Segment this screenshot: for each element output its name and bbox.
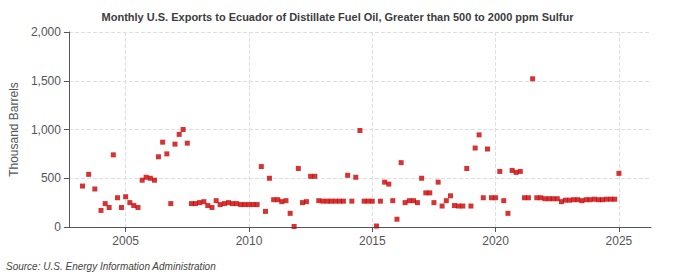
- svg-text:500: 500: [41, 171, 61, 185]
- svg-text:1,000: 1,000: [31, 123, 61, 137]
- svg-text:0: 0: [54, 220, 61, 234]
- svg-text:Monthly U.S. Exports to Ecuado: Monthly U.S. Exports to Ecuador of Disti…: [102, 11, 575, 23]
- svg-text:Thousand Barrels: Thousand Barrels: [7, 82, 21, 177]
- svg-text:2025: 2025: [606, 234, 633, 248]
- svg-text:2010: 2010: [236, 234, 263, 248]
- svg-text:Source: U.S. Energy Informatio: Source: U.S. Energy Information Administ…: [6, 261, 216, 272]
- svg-text:2020: 2020: [482, 234, 509, 248]
- svg-text:2015: 2015: [359, 234, 386, 248]
- svg-text:1,500: 1,500: [31, 74, 61, 88]
- svg-text:2,000: 2,000: [31, 25, 61, 39]
- svg-text:2005: 2005: [112, 234, 139, 248]
